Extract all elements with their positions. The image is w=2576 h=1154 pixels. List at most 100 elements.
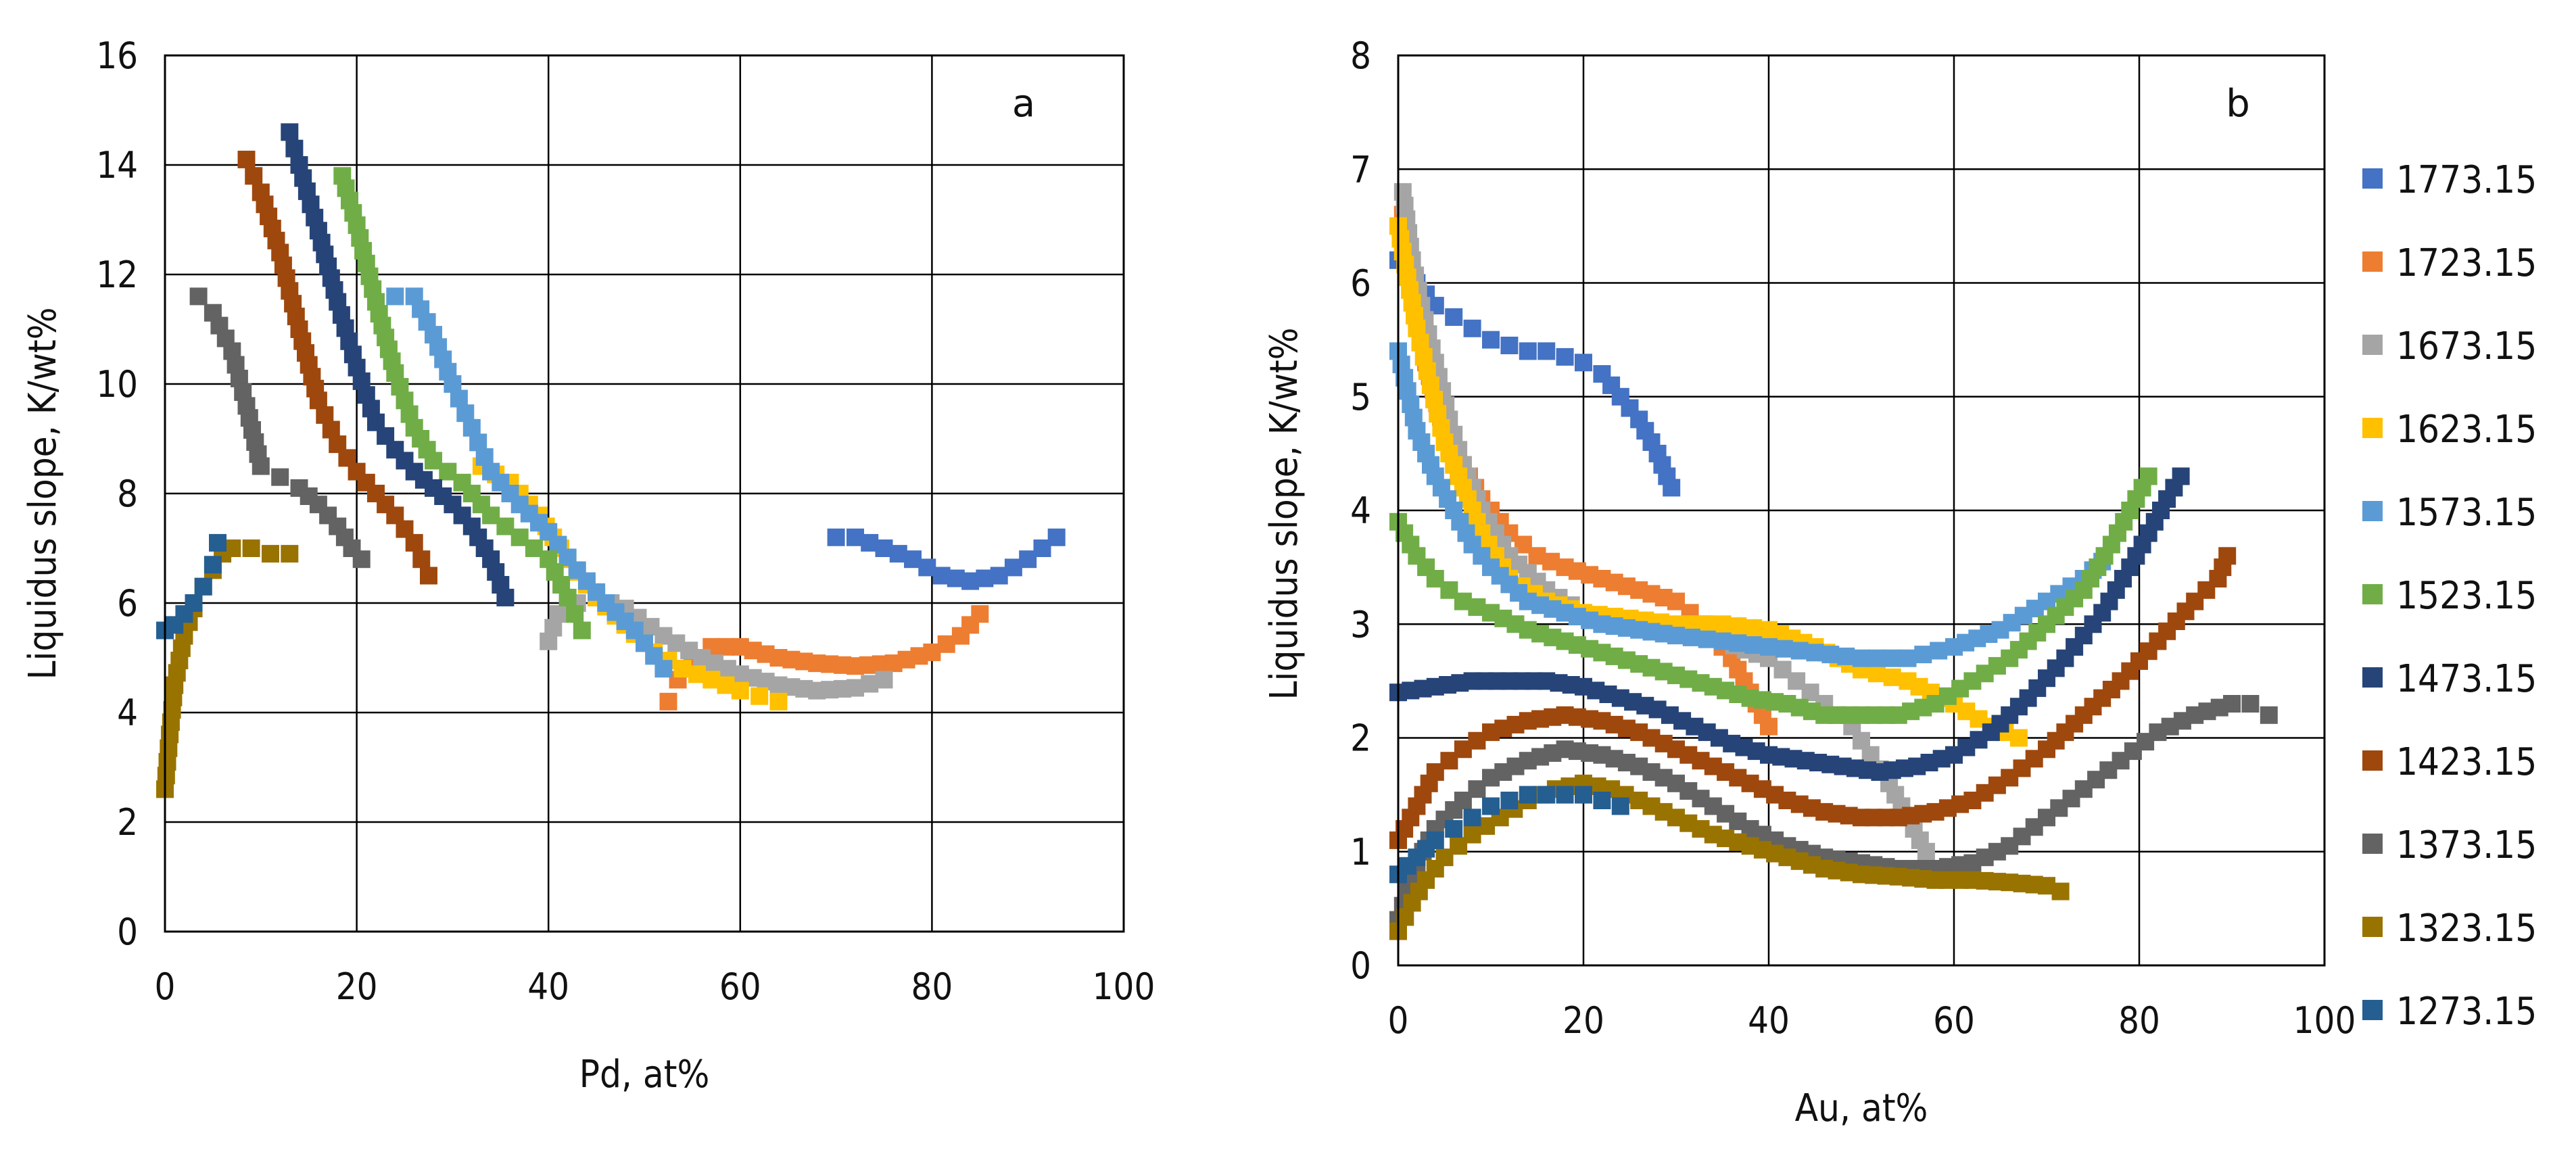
chart-b-y-tick-label: 1	[1350, 831, 1371, 873]
legend-label: 1473.15	[2396, 657, 2537, 701]
data-point	[1867, 649, 1886, 667]
chart-a-series-1323.15	[156, 539, 299, 798]
chart-b-plot-frame	[1397, 54, 2326, 967]
chart-a-y-tick-labels: 0 2 4 6 8 10 12 14 16	[96, 34, 138, 953]
legend-swatch	[2362, 1000, 2383, 1020]
data-point	[1806, 644, 1824, 662]
chart-a-y-tick-label: 12	[96, 254, 138, 296]
data-point	[1917, 842, 1935, 861]
chart-a-y-tick-label: 4	[117, 692, 138, 734]
data-point	[1729, 617, 1747, 635]
data-point	[1556, 347, 1574, 366]
data-point	[1790, 642, 1809, 660]
chart-a-x-tick-label: 80	[911, 965, 953, 1008]
chart-b-series-1473.15	[1389, 467, 2190, 781]
data-point	[352, 550, 371, 569]
data-point	[1682, 628, 1700, 646]
data-point	[1426, 831, 1444, 849]
data-point	[1537, 786, 1556, 804]
chart-b-x-tick-label: 40	[1748, 999, 1790, 1042]
data-point	[558, 588, 577, 606]
data-point	[573, 621, 591, 640]
data-point	[2051, 882, 2070, 900]
data-point	[971, 605, 989, 623]
legend-label: 1723.15	[2396, 241, 2537, 285]
chart-b-x-tick-label: 0	[1388, 999, 1409, 1042]
legend-item-1473.15: 1473.15	[2362, 657, 2537, 701]
legend-item-1673.15: 1673.15	[2362, 324, 2537, 368]
data-point	[750, 687, 769, 705]
data-point	[654, 660, 673, 678]
chart-b-panel-label: b	[2226, 82, 2250, 126]
chart-b-y-tick-label: 8	[1350, 34, 1371, 77]
legend-item-1423.15: 1423.15	[2362, 740, 2537, 784]
legend-item-1323.15: 1323.15	[2362, 907, 2537, 951]
chart-a-y-tick-label: 0	[117, 911, 138, 953]
data-point	[242, 539, 260, 557]
data-point	[262, 545, 279, 563]
data-point	[2223, 695, 2241, 713]
data-point	[1760, 638, 1778, 656]
chart-b-series-1323.15	[1389, 774, 2070, 940]
chart-a-x-tick-labels: 0 20 40 60 80 100	[155, 965, 1155, 1008]
data-point	[2172, 467, 2190, 485]
data-point	[252, 457, 270, 475]
data-point	[566, 605, 584, 623]
legend-label: 1523.15	[2396, 574, 2537, 618]
chart-a-plot-frame	[164, 54, 1125, 933]
data-point	[2009, 729, 2028, 747]
chart-a: 0 2 4 6 8 10 12 14 16 0 20 40 60 80 100 Pd, at% Liqui…	[21, 34, 1155, 1097]
data-point	[1899, 649, 1917, 667]
data-point	[185, 594, 203, 612]
data-point	[875, 671, 893, 689]
chart-b-legend: 1773.15 1723.15 1673.15 1623.15 1573.15 1523.…	[2362, 158, 2537, 1034]
legend-swatch	[2362, 335, 2383, 355]
legend-swatch	[2362, 917, 2383, 937]
legend-label: 1773.15	[2396, 158, 2537, 202]
data-point	[1519, 342, 1537, 360]
legend-item-1273.15: 1273.15	[2362, 990, 2537, 1034]
data-point	[1883, 668, 1901, 686]
data-point	[1867, 665, 1886, 683]
data-point	[1500, 792, 1519, 809]
data-point	[1698, 630, 1716, 648]
data-point	[2260, 706, 2278, 724]
data-point	[1556, 786, 1574, 804]
legend-item-1523.15: 1523.15	[2362, 574, 2537, 618]
data-point	[1760, 717, 1778, 736]
chart-b-grid	[1397, 54, 2326, 967]
chart-a-series-1523.15	[333, 167, 591, 640]
data-point	[1744, 619, 1763, 637]
chart-b-x-tick-label: 60	[1933, 999, 1975, 1042]
legend-label: 1373.15	[2396, 823, 2537, 867]
legend-label: 1323.15	[2396, 907, 2537, 951]
legend-swatch	[2362, 501, 2383, 521]
data-point	[731, 681, 749, 700]
data-point	[1914, 646, 1932, 664]
legend-item-1623.15: 1623.15	[2362, 408, 2537, 452]
data-point	[412, 550, 431, 569]
data-point	[1537, 342, 1556, 360]
data-point	[1663, 479, 1681, 497]
data-point	[1482, 797, 1500, 815]
legend-swatch	[2362, 418, 2383, 438]
data-point	[1047, 528, 1066, 546]
chart-b-marks	[1389, 183, 2278, 940]
legend-label: 1423.15	[2396, 740, 2537, 784]
data-point	[1930, 642, 1948, 660]
chart-a-y-tick-label: 6	[117, 582, 138, 625]
data-point	[1519, 786, 1537, 804]
data-point	[204, 556, 222, 574]
data-point	[281, 545, 299, 563]
data-point	[769, 692, 788, 711]
legend-item-1773.15: 1773.15	[2362, 158, 2537, 202]
chart-a-series-1773.15	[827, 528, 1066, 590]
chart-b-x-tick-label: 80	[2118, 999, 2160, 1042]
data-point	[1837, 647, 1855, 665]
chart-a-y-tick-label: 10	[96, 363, 138, 406]
legend-swatch	[2362, 168, 2383, 189]
data-point	[2218, 547, 2237, 565]
data-point	[405, 533, 423, 552]
legend-item-1573.15: 1573.15	[2362, 491, 2537, 535]
